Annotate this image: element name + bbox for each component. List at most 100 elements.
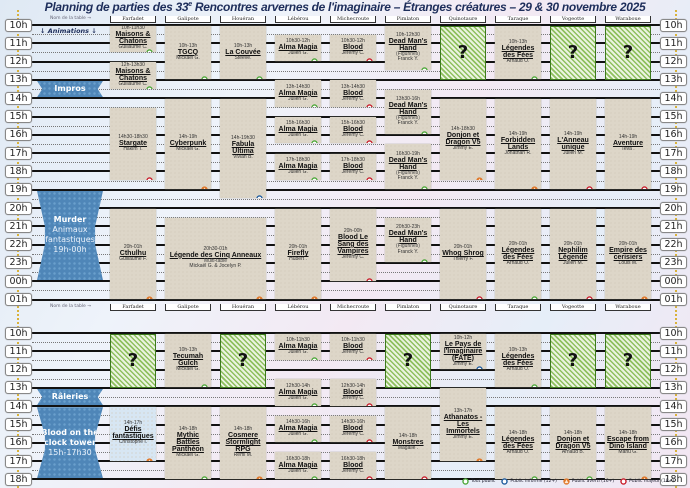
game-card[interactable]: 20h30-23h Dead Man's Hand (Figurines) Franc… — [385, 217, 431, 263]
game-card[interactable]: 14h30-16h Alma Magia Julien G. — [275, 415, 321, 443]
game-title[interactable]: Légendes des Fées — [501, 435, 535, 450]
game-title[interactable]: Alma Magia — [278, 425, 318, 433]
game-title[interactable]: Défis fantastiques — [112, 426, 154, 441]
game-card[interactable]: 14h-17h Défis fantastiques Christophe I. — [110, 406, 156, 461]
open-slot-placeholder[interactable]: ? — [550, 26, 596, 80]
game-card[interactable]: 14h-19h30 Fabula Ultima Vivian B. — [220, 98, 266, 199]
open-slot-placeholder[interactable]: ? — [110, 334, 156, 388]
game-title[interactable]: Monstres — [392, 439, 424, 447]
game-card[interactable]: 10h-13h Légendes des Fées Arnaud O. — [495, 333, 541, 388]
game-title[interactable]: Légendes des Fées — [501, 45, 535, 60]
game-title[interactable]: Blood — [343, 425, 363, 433]
game-title[interactable]: Empire des cerisiers — [609, 246, 647, 261]
game-card[interactable]: 12h30-14h Alma Magia Julien G. — [275, 379, 321, 406]
game-title[interactable]: Stargate — [118, 140, 147, 148]
animation-r-leries[interactable]: Râleries — [37, 388, 103, 406]
game-title[interactable]: Alma Magia — [278, 163, 318, 171]
game-card[interactable]: 14h-18h Cosmere Stormlight RPG Rémi M. — [220, 406, 266, 479]
game-card[interactable]: 20h-01h Nephilim Légende Julien M. — [550, 208, 596, 299]
game-title[interactable]: Alma Magia — [278, 89, 318, 97]
game-title[interactable]: Dead Man's Hand — [388, 37, 428, 52]
game-title[interactable]: Légendes des Fées — [501, 246, 535, 261]
game-title[interactable]: Nephilim Légende — [558, 246, 588, 261]
game-title[interactable]: Le Pays de l'Imaginaire (FATE) — [443, 340, 483, 362]
game-card[interactable]: 20h-01h Cthulhu Guillaume F. — [110, 208, 156, 299]
game-card[interactable]: 12h-13h30 Maisons & Chatons Guillaume C. — [110, 62, 156, 89]
game-card[interactable]: 16h30-18h Alma Magia Julien G. — [275, 452, 321, 479]
game-title[interactable]: Blood — [343, 163, 363, 171]
open-slot-placeholder[interactable]: ? — [550, 334, 596, 388]
game-title[interactable]: Mythic Battles Panthéon — [172, 432, 204, 454]
game-card[interactable]: 10h-13h La Couvée Steeve. — [220, 25, 266, 80]
game-title[interactable]: Dead Man's Hand — [388, 156, 428, 171]
open-slot-placeholder[interactable]: ? — [605, 26, 651, 80]
game-card[interactable]: 14h-19h Forbidden Lands Jonathan R. — [495, 98, 541, 190]
game-card[interactable]: 10h30-12h Alma Magia Julien G. — [275, 34, 321, 62]
game-title[interactable]: Alma Magia — [278, 342, 318, 350]
game-title[interactable]: Escape from Dino Island — [606, 435, 650, 450]
game-title[interactable]: Blood — [343, 342, 363, 350]
game-card[interactable]: 15h-16h30 Alma Magia Julien G. — [275, 117, 321, 144]
game-card[interactable]: 14h-18h Légendes des Fées Arnaud O. — [495, 406, 541, 479]
game-card[interactable]: 20h-00h Blood Le Sang des Vampires Jérémy … — [330, 208, 376, 281]
game-title[interactable]: Alma Magia — [278, 44, 318, 52]
game-title[interactable]: L'Anneau unique — [557, 136, 589, 151]
game-card[interactable]: 10h-13h Légendes des Fées Arnaud O. — [495, 25, 541, 80]
game-title[interactable]: Athanatos - Les Immortels — [443, 413, 483, 435]
game-card[interactable]: 14h-18h Monstres Magalie . — [385, 406, 431, 479]
game-card[interactable]: 13h-14h30 Blood Jérémy C. — [330, 80, 376, 107]
animation-murder[interactable]: Murder Animaux fantastiques 19h-00h — [37, 190, 103, 281]
game-card[interactable]: 10h-11h30 Maisons & Chatons Guillaume C. — [110, 25, 156, 52]
game-card[interactable]: 20h-01h Firefly Hubert . — [275, 208, 321, 299]
game-card[interactable]: 10h-12h30 Dead Man's Hand (Figurines) Franc… — [385, 25, 431, 71]
game-card[interactable]: 20h-01h Légendes des Fées Arnaud O. — [495, 208, 541, 299]
game-card[interactable]: 14h-18h Escape from Dino Island Manu G. — [605, 406, 651, 479]
game-card[interactable]: 17h-18h30 Blood Jérémy C. — [330, 153, 376, 181]
game-title[interactable]: TGCQ — [177, 48, 199, 56]
game-title[interactable]: Blood — [343, 126, 363, 134]
game-title[interactable]: Firefly — [287, 250, 309, 257]
game-card[interactable]: 14h-19h Cyberpunk Mickaël G. — [165, 98, 211, 190]
game-title[interactable]: Cthulhu — [119, 250, 147, 257]
game-title[interactable]: Blood — [343, 44, 363, 52]
game-title[interactable]: Aventure — [612, 140, 644, 148]
game-card[interactable]: 20h30-01h Légende des Cinq Anneaux Multi-t… — [165, 217, 266, 299]
game-title[interactable]: Cosmere Stormlight RPG — [225, 432, 261, 454]
animation-blood-on-the-clock-tower[interactable]: Blood on the clock tower 15h-17h30 — [37, 407, 103, 479]
game-title[interactable]: Donjon et Dragon V5 — [555, 435, 591, 450]
game-card[interactable]: 10h-11h30 Alma Magia Julien G. — [275, 333, 321, 360]
game-title[interactable]: Légendes des Fées — [501, 353, 535, 368]
game-title[interactable]: Maisons & Chatons — [115, 31, 151, 46]
game-card[interactable]: 10h-12h Le Pays de l'Imaginaire (FATE) Jim… — [440, 333, 486, 370]
game-card[interactable]: 10h30-12h Blood Jérémy C. — [330, 34, 376, 62]
game-title[interactable]: Blood — [343, 89, 363, 97]
game-title[interactable]: Légende des Cinq Anneaux — [169, 251, 262, 259]
game-title[interactable]: Cyberpunk — [169, 140, 207, 148]
game-card[interactable]: 14h-18h Mythic Battles Panthéon Mickaël G. — [165, 406, 211, 479]
game-card[interactable]: 14h-19h Aventure Teva . — [605, 98, 651, 190]
game-title[interactable]: Maisons & Chatons — [115, 68, 151, 83]
game-title[interactable]: Alma Magia — [278, 126, 318, 134]
open-slot-placeholder[interactable]: ? — [440, 26, 486, 80]
open-slot-placeholder[interactable]: ? — [605, 334, 651, 388]
game-card[interactable]: 10h-13h TGCQ Mickaël G. — [165, 25, 211, 80]
game-card[interactable]: 20h-01h Whog Shrog Thierry F. — [440, 208, 486, 299]
game-card[interactable]: 16h30-18h Blood Jérémy C. — [330, 452, 376, 479]
game-title[interactable]: Forbidden Lands — [500, 136, 536, 151]
game-title[interactable]: Blood Le Sang des Vampires — [337, 233, 369, 255]
game-title[interactable]: Alma Magia — [278, 461, 318, 469]
game-card[interactable]: 16h30-19h Dead Man's Hand (Figurines) Franc… — [385, 144, 431, 190]
game-title[interactable]: Dead Man's Hand — [388, 230, 428, 245]
game-title[interactable]: Alma Magia — [278, 388, 318, 396]
game-card[interactable]: 14h-19h L'Anneau unique Julien M. — [550, 98, 596, 190]
game-title[interactable]: Dead Man's Hand — [388, 101, 428, 116]
game-card[interactable]: 13h-17h Athanatos - Les Immortels Jimmy E. — [440, 388, 486, 461]
open-slot-placeholder[interactable]: ? — [220, 334, 266, 388]
game-card[interactable]: 10h-13h Tecumah Gulch Mickaël G. — [165, 333, 211, 388]
game-title[interactable]: Blood — [343, 461, 363, 469]
game-card[interactable]: 14h30-18h30 Stargate Hakim T. — [110, 107, 156, 181]
game-title[interactable]: Fabula Ultima — [231, 141, 255, 156]
game-title[interactable]: Tecumah Gulch — [172, 353, 204, 368]
game-card[interactable]: 14h-18h30 Donjon et Dragon V5 Jimmy E. — [440, 98, 486, 181]
animation-impros[interactable]: Impros — [37, 80, 103, 98]
